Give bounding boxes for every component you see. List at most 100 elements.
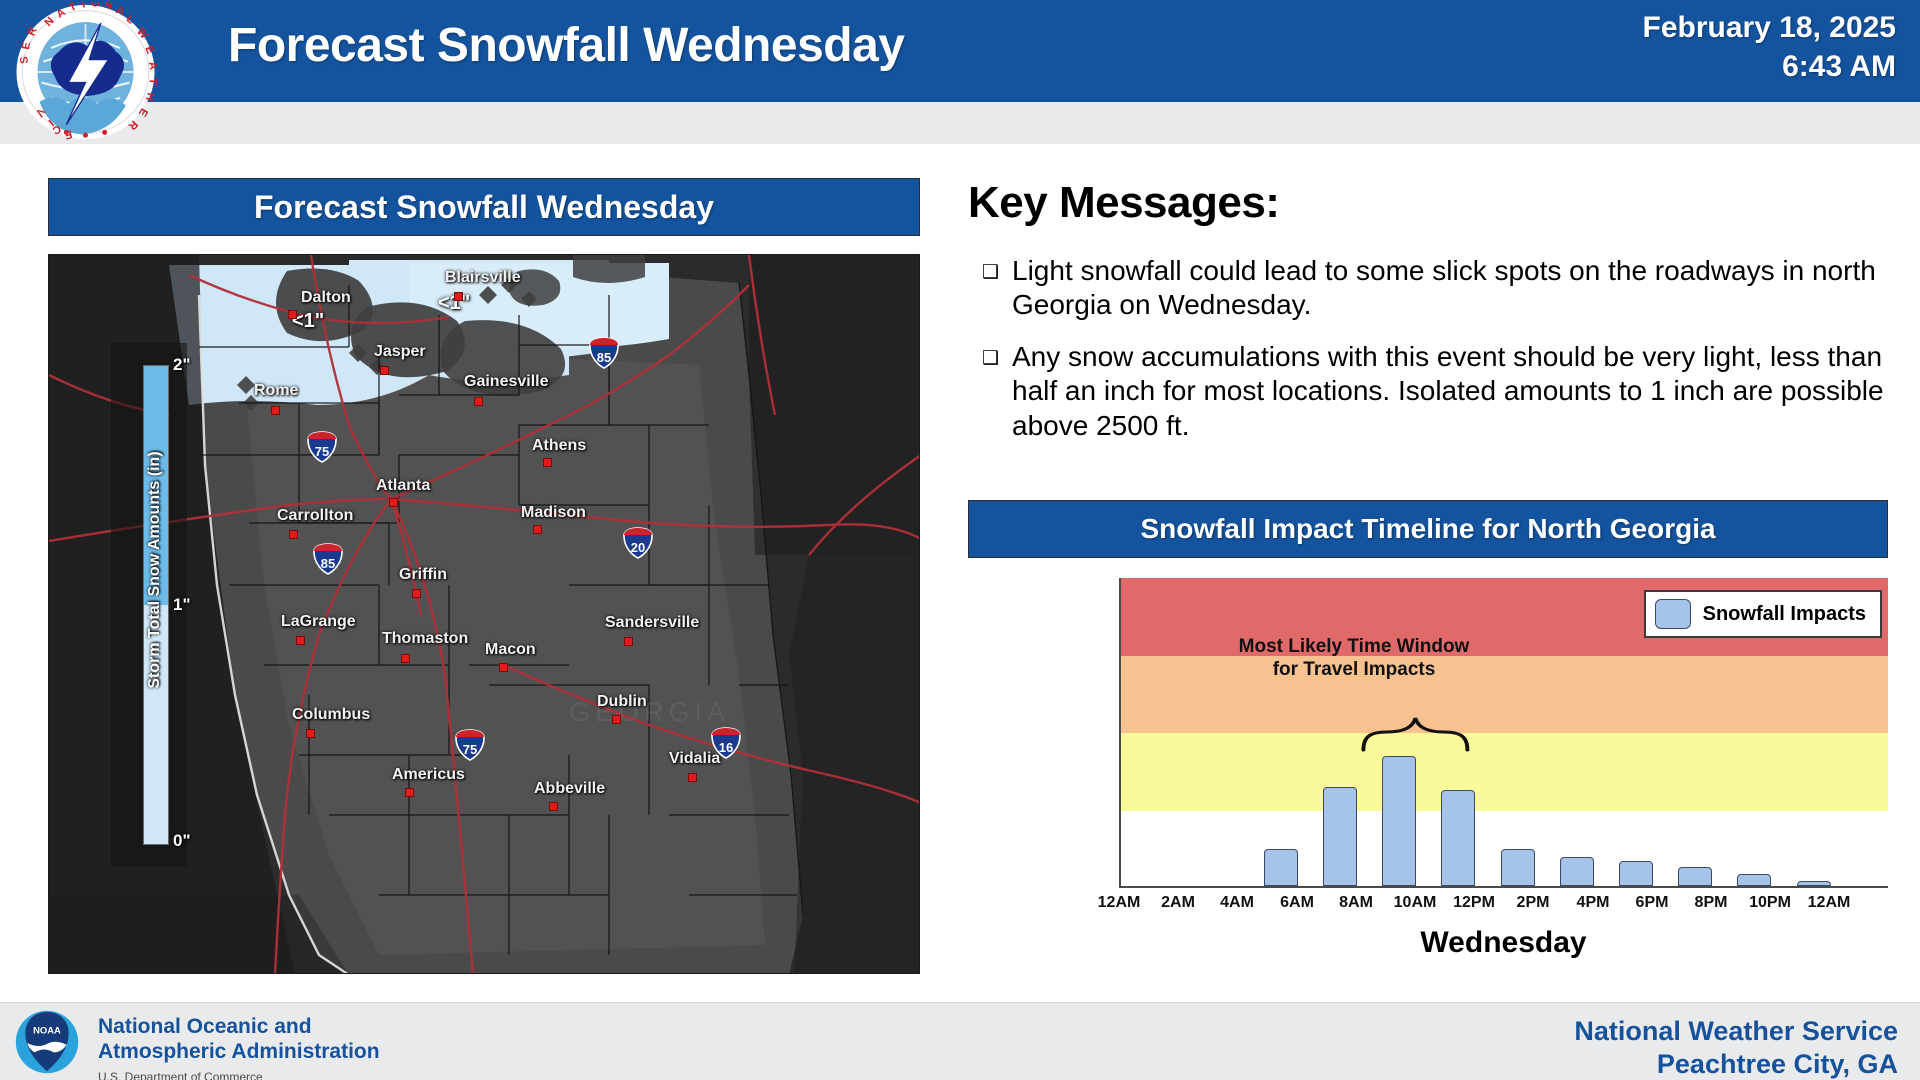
legend-label-snowfall-impacts: Snowfall Impacts xyxy=(1702,602,1866,625)
colorbar-tick-1in: 1" xyxy=(173,595,191,614)
noaa-line-3: U.S. Department of Commerce xyxy=(98,1069,263,1080)
city-dot-vidalia xyxy=(688,773,697,782)
city-dot-dublin xyxy=(612,715,621,724)
svg-text:N: N xyxy=(103,2,113,12)
city-label-dublin: Dublin xyxy=(597,693,647,710)
xtick-10pm: 10PM xyxy=(1749,894,1791,911)
xtick-2am: 2AM xyxy=(1161,894,1195,911)
city-dot-lagrange xyxy=(296,636,305,645)
colorbar-tick-0in: 0" xyxy=(173,831,191,850)
noaa-line-1: National Oceanic and xyxy=(98,1015,312,1038)
colorbar-axis-title: Storm Total Snow Amounts (in) xyxy=(146,451,163,689)
xtick-6pm: 6PM xyxy=(1635,894,1669,911)
svg-text:H: H xyxy=(143,91,157,102)
time-window-note: Most Likely Time Window for Travel Impac… xyxy=(1119,636,1589,682)
header-time-line: 6:43 AM xyxy=(1782,50,1896,83)
city-label-thomaston: Thomaston xyxy=(382,630,469,647)
city-dot-madison xyxy=(533,525,542,534)
city-label-madison: Madison xyxy=(521,504,586,521)
bar-8am xyxy=(1382,756,1416,886)
bar-8pm xyxy=(1737,874,1771,886)
noaa-wordmark: National Oceanic and Atmospheric Adminis… xyxy=(98,1015,380,1080)
bar-6pm xyxy=(1678,867,1712,886)
city-label-rome: Rome xyxy=(254,382,299,399)
key-message-item-1: ❑ Light snowfall could lead to some slic… xyxy=(968,254,1888,322)
header-date-line: February 18, 2025 xyxy=(1642,11,1897,44)
interstate-shield-16: 16 xyxy=(711,727,741,759)
colorbar-tick-2in: 2" xyxy=(173,355,191,374)
map-graphic: GEORGIA xyxy=(49,255,919,973)
city-label-dalton: Dalton xyxy=(301,289,351,306)
svg-text:E: E xyxy=(142,44,156,56)
interstate-shield-75-south: 75 xyxy=(455,729,485,761)
city-dot-rome xyxy=(271,406,280,415)
xtick-6am: 6AM xyxy=(1280,894,1314,911)
city-dot-thomaston xyxy=(401,654,410,663)
header-divider-strip xyxy=(0,102,1920,144)
city-label-blairsville: Blairsville xyxy=(445,269,521,286)
bar-10am xyxy=(1441,790,1475,886)
bullet-square-icon: ❑ xyxy=(982,348,1000,370)
svg-text:GEORGIA: GEORGIA xyxy=(569,697,730,727)
svg-text:O: O xyxy=(91,2,101,10)
svg-text:20: 20 xyxy=(631,540,645,555)
city-label-columbus: Columbus xyxy=(292,706,371,723)
svg-text:NOAA: NOAA xyxy=(33,1025,61,1036)
header-datetime: February 18, 2025 6:43 AM xyxy=(1643,8,1897,86)
impact-timeline-panel: Snowfall Impact Timeline for North Georg… xyxy=(968,500,1888,1000)
colorbar-segment-2in xyxy=(144,366,168,605)
svg-text:I: I xyxy=(81,2,87,11)
key-message-text-1: Light snowfall could lead to some slick … xyxy=(1012,255,1876,321)
city-dot-columbus xyxy=(306,729,315,738)
city-dot-gainesville xyxy=(474,397,483,406)
svg-text:16: 16 xyxy=(719,740,733,755)
interstate-shield-85-south: 85 xyxy=(313,543,343,575)
city-label-abbeville: Abbeville xyxy=(534,780,606,797)
xtick-4pm: 4PM xyxy=(1576,894,1610,911)
legend-swatch-snowfall-impacts xyxy=(1654,599,1691,629)
city-label-macon: Macon xyxy=(485,641,536,658)
svg-text:T: T xyxy=(67,2,78,14)
office-line-2: Peachtree City, GA xyxy=(1656,1049,1898,1080)
city-label-griffin: Griffin xyxy=(399,566,447,583)
xtick-8am: 8AM xyxy=(1339,894,1373,911)
key-message-item-2: ❑ Any snow accumulations with this event… xyxy=(968,340,1888,442)
city-dot-abbeville xyxy=(549,802,558,811)
nws-logo-icon: N A T I O N A L W E A T H E R S E R V I … xyxy=(16,2,159,141)
svg-text:85: 85 xyxy=(597,350,611,365)
time-window-note-line1: Most Likely Time Window xyxy=(1238,636,1470,657)
noaa-logo-icon: NOAA xyxy=(15,1010,79,1074)
page-title: Forecast Snowfall Wednesday xyxy=(228,19,905,72)
city-dot-athens xyxy=(543,458,552,467)
colorbar-gradient xyxy=(143,365,169,845)
city-dot-carrollton xyxy=(289,530,298,539)
key-messages-section: Key Messages: ❑ Light snowfall could lea… xyxy=(968,178,1888,461)
city-label-carrollton: Carrollton xyxy=(277,507,354,524)
city-dot-americus xyxy=(405,788,414,797)
weather-office-label: National Weather Service Peachtree City,… xyxy=(1574,1015,1898,1080)
noaa-line-2: Atmospheric Administration xyxy=(98,1039,380,1063)
bar-12pm xyxy=(1501,849,1535,886)
impact-band-low xyxy=(1121,733,1888,811)
impact-timeline-chart: High Moderate Low xyxy=(968,578,1888,998)
chart-plot-area: Snowfall Impacts xyxy=(1119,578,1888,888)
city-dot-atlanta xyxy=(389,498,398,507)
bar-2pm xyxy=(1560,857,1594,886)
xtick-4am: 4AM xyxy=(1220,894,1254,911)
xtick-8pm: 8PM xyxy=(1694,894,1728,911)
city-dot-griffin xyxy=(412,589,421,598)
snowfall-map[interactable]: GEORGIA 2" 1" 0" Storm Total Snow Amount… xyxy=(48,254,920,974)
interstate-shield-20: 20 xyxy=(623,527,653,559)
city-dot-blairsville xyxy=(454,292,463,301)
city-dot-dalton xyxy=(288,310,297,319)
svg-text:I: I xyxy=(46,117,56,128)
xtick-10am: 10AM xyxy=(1393,894,1437,911)
city-dot-sandersville xyxy=(624,637,633,646)
snowfall-map-panel: Forecast Snowfall Wednesday xyxy=(48,178,920,978)
interstate-shield-75-north: 75 xyxy=(307,431,337,463)
office-line-1: National Weather Service xyxy=(1574,1016,1898,1046)
city-label-lagrange: LaGrange xyxy=(281,613,356,630)
city-label-americus: Americus xyxy=(392,766,465,783)
svg-text:75: 75 xyxy=(463,742,477,757)
